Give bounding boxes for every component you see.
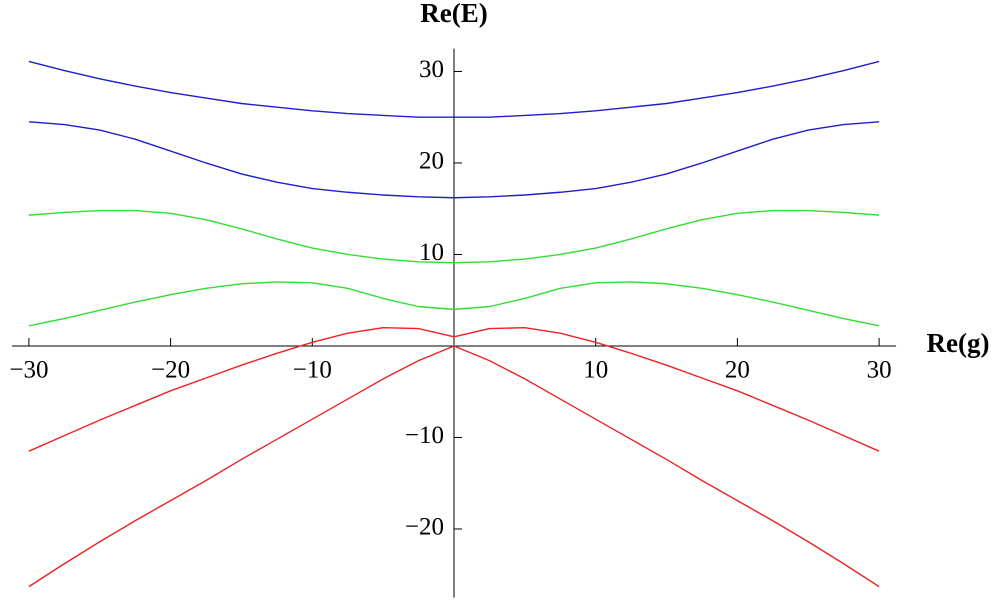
y-tick-label: 30 [419, 56, 444, 83]
line-series [28, 281, 880, 327]
x-axis-label: Re(g) [927, 328, 990, 358]
x-tick-label: −30 [9, 357, 48, 384]
line-series [28, 345, 880, 588]
line-series [28, 121, 880, 199]
line-series [28, 326, 880, 452]
line-series [28, 209, 880, 264]
x-tick-label: 10 [583, 357, 608, 384]
y-axis-label: Re(E) [420, 0, 487, 28]
x-tick-label: −10 [293, 357, 332, 384]
x-tick-label: 20 [725, 357, 750, 384]
x-tick-label: −20 [151, 357, 190, 384]
y-tick-label: −10 [405, 422, 444, 449]
y-tick-label: −20 [405, 514, 444, 541]
line-series [28, 60, 880, 118]
y-tick-label: 20 [419, 148, 444, 175]
x-tick-label: 30 [867, 357, 892, 384]
